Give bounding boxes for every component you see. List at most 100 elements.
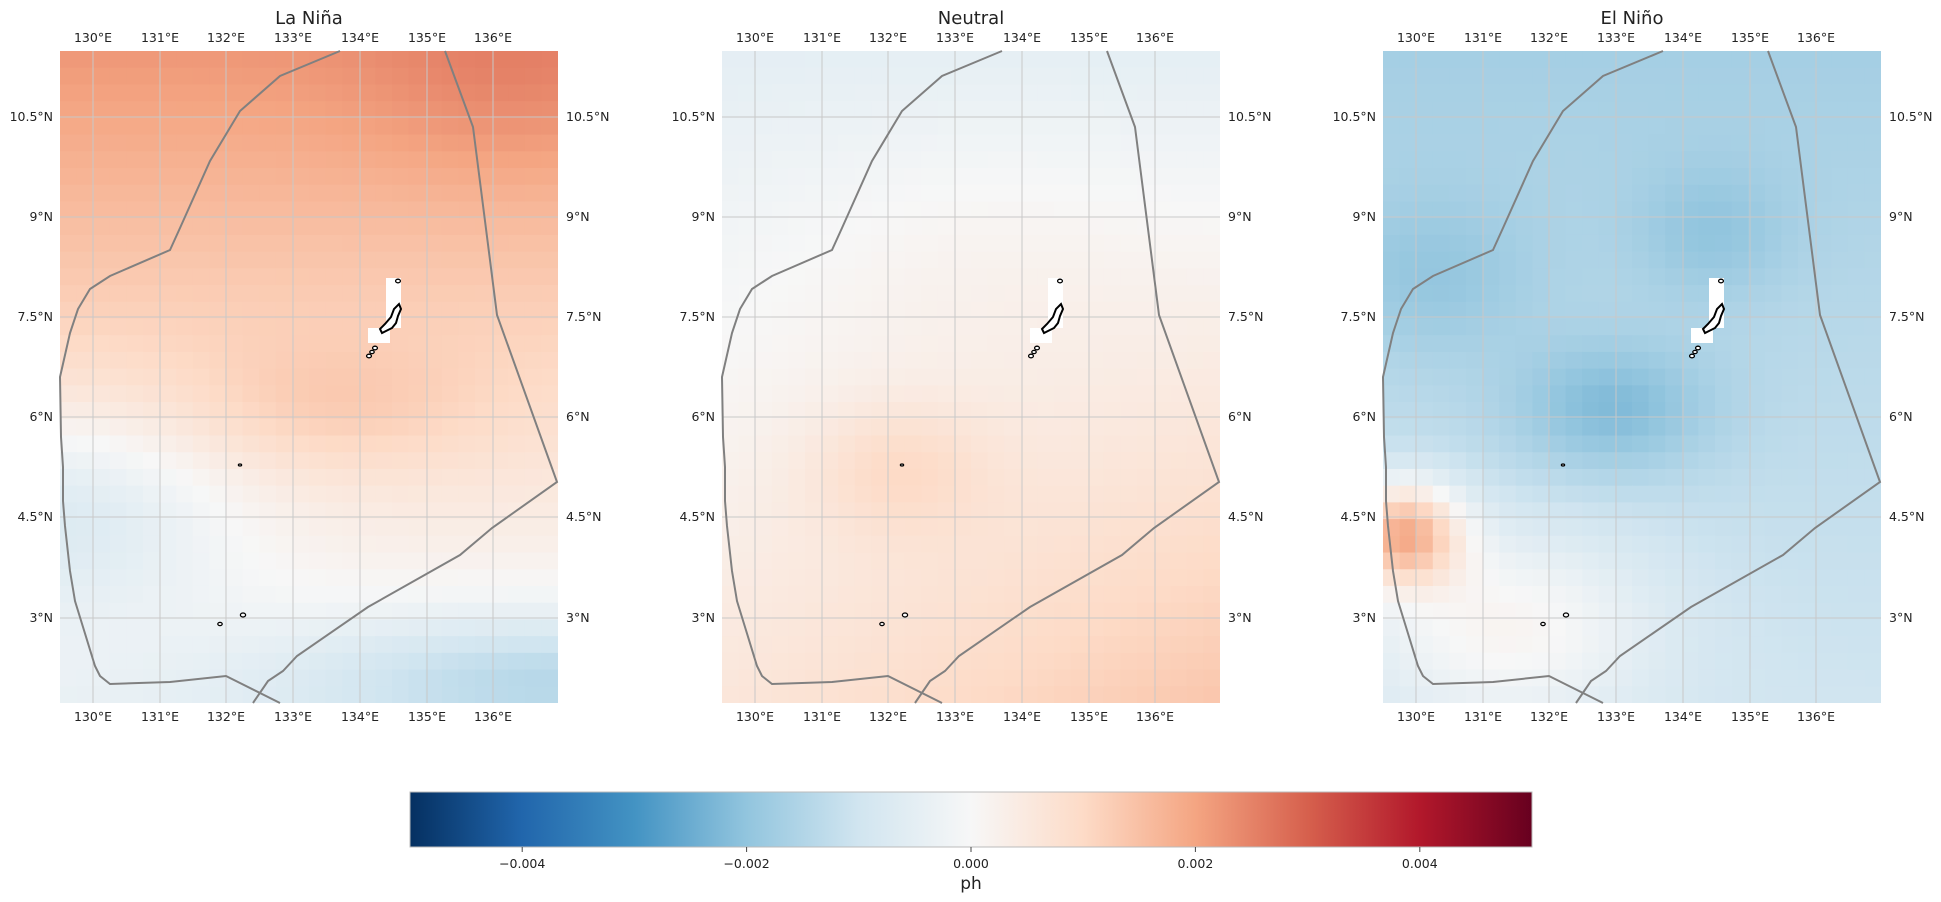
raster-cell [1715, 351, 1733, 370]
raster-cell [458, 602, 476, 621]
raster-cell [854, 285, 872, 303]
raster-cell [921, 151, 939, 169]
raster-cell [854, 134, 872, 152]
raster-cell [1549, 351, 1567, 370]
raster-cell [1532, 519, 1550, 537]
raster-cell [771, 301, 789, 320]
raster-cell [408, 351, 426, 370]
raster-cell [441, 468, 459, 487]
raster-cell [1681, 485, 1699, 503]
raster-cell [1449, 385, 1467, 403]
raster-cell [1598, 552, 1616, 570]
raster-cell [408, 67, 426, 86]
raster-cell [109, 468, 127, 487]
raster-cell [1399, 335, 1417, 353]
raster-cell [1137, 686, 1155, 703]
lat-tick-label: 7.5°N [1341, 309, 1376, 324]
raster-cell [1186, 652, 1204, 671]
raster-cell [275, 619, 293, 637]
raster-cell [1399, 452, 1417, 470]
raster-cell [458, 652, 476, 671]
raster-cell [1054, 686, 1072, 703]
raster-cell [1004, 385, 1022, 403]
raster-cell [1831, 234, 1849, 253]
raster-cell [1648, 234, 1666, 253]
raster-cell [788, 519, 806, 537]
raster-cell [954, 134, 972, 152]
raster-cell [458, 351, 476, 370]
raster-cell [159, 585, 177, 604]
raster-cell [408, 636, 426, 654]
raster-cell [1416, 402, 1434, 420]
raster-cell [375, 585, 393, 604]
raster-cell [1515, 101, 1533, 119]
raster-cell [1648, 218, 1666, 236]
raster-cell [259, 168, 277, 186]
raster-cell [738, 552, 756, 570]
raster-cell [1499, 636, 1517, 654]
raster-cell [242, 51, 260, 69]
raster-cell [1070, 418, 1088, 437]
raster-cell [1698, 552, 1716, 570]
raster-cell [971, 285, 989, 303]
raster-cell [722, 385, 740, 403]
raster-cell [788, 101, 806, 119]
raster-cell [1070, 468, 1088, 487]
raster-cell [1565, 435, 1583, 453]
raster-cell [1103, 686, 1121, 703]
raster-cell [1020, 67, 1038, 86]
raster-cell [738, 151, 756, 169]
raster-cell [722, 201, 740, 219]
raster-cell [475, 151, 493, 169]
raster-cell [1814, 585, 1832, 604]
raster-cell [1203, 552, 1220, 570]
raster-cell [1416, 234, 1434, 253]
raster-cell [275, 201, 293, 219]
raster-cell [854, 51, 872, 69]
raster-cell [1399, 569, 1417, 587]
raster-cell [1764, 686, 1782, 703]
raster-cell [921, 184, 939, 203]
raster-cell [1565, 151, 1583, 169]
raster-cell [342, 268, 360, 286]
raster-cell [491, 101, 509, 119]
raster-cell [838, 184, 856, 203]
raster-cell [1399, 218, 1417, 236]
raster-cell [176, 418, 194, 437]
raster-cell [1864, 636, 1881, 654]
raster-cell [508, 67, 526, 86]
raster-cell [275, 351, 293, 370]
raster-cell [854, 519, 872, 537]
raster-cell [309, 535, 327, 554]
raster-cell [1499, 669, 1517, 687]
lon-tick-label: 136°E [474, 30, 512, 45]
raster-cell [838, 435, 856, 453]
raster-cell [1054, 652, 1072, 671]
raster-cell [1781, 502, 1799, 520]
raster-cell [821, 218, 839, 236]
raster-cell [1137, 51, 1155, 69]
raster-cell [1632, 101, 1650, 119]
raster-cell [242, 151, 260, 169]
raster-cell [1698, 402, 1716, 420]
raster-cell [1549, 67, 1567, 86]
raster-cell [888, 418, 906, 437]
raster-cell [76, 385, 94, 403]
raster-cell [1170, 385, 1188, 403]
raster-cell [392, 652, 410, 671]
raster-cell [871, 117, 889, 136]
raster-cell [921, 435, 939, 453]
raster-cell [1681, 619, 1699, 637]
raster-cell [143, 184, 161, 203]
raster-cell [192, 552, 210, 570]
raster-cell [738, 569, 756, 587]
raster-cell [1665, 251, 1683, 269]
raster-cell [425, 602, 443, 621]
island-outline [1692, 349, 1698, 355]
raster-cell [738, 452, 756, 470]
raster-cell [1864, 569, 1881, 587]
raster-cell [904, 636, 922, 654]
raster-cell [1120, 669, 1138, 687]
raster-cell [738, 385, 756, 403]
raster-cell [508, 301, 526, 320]
